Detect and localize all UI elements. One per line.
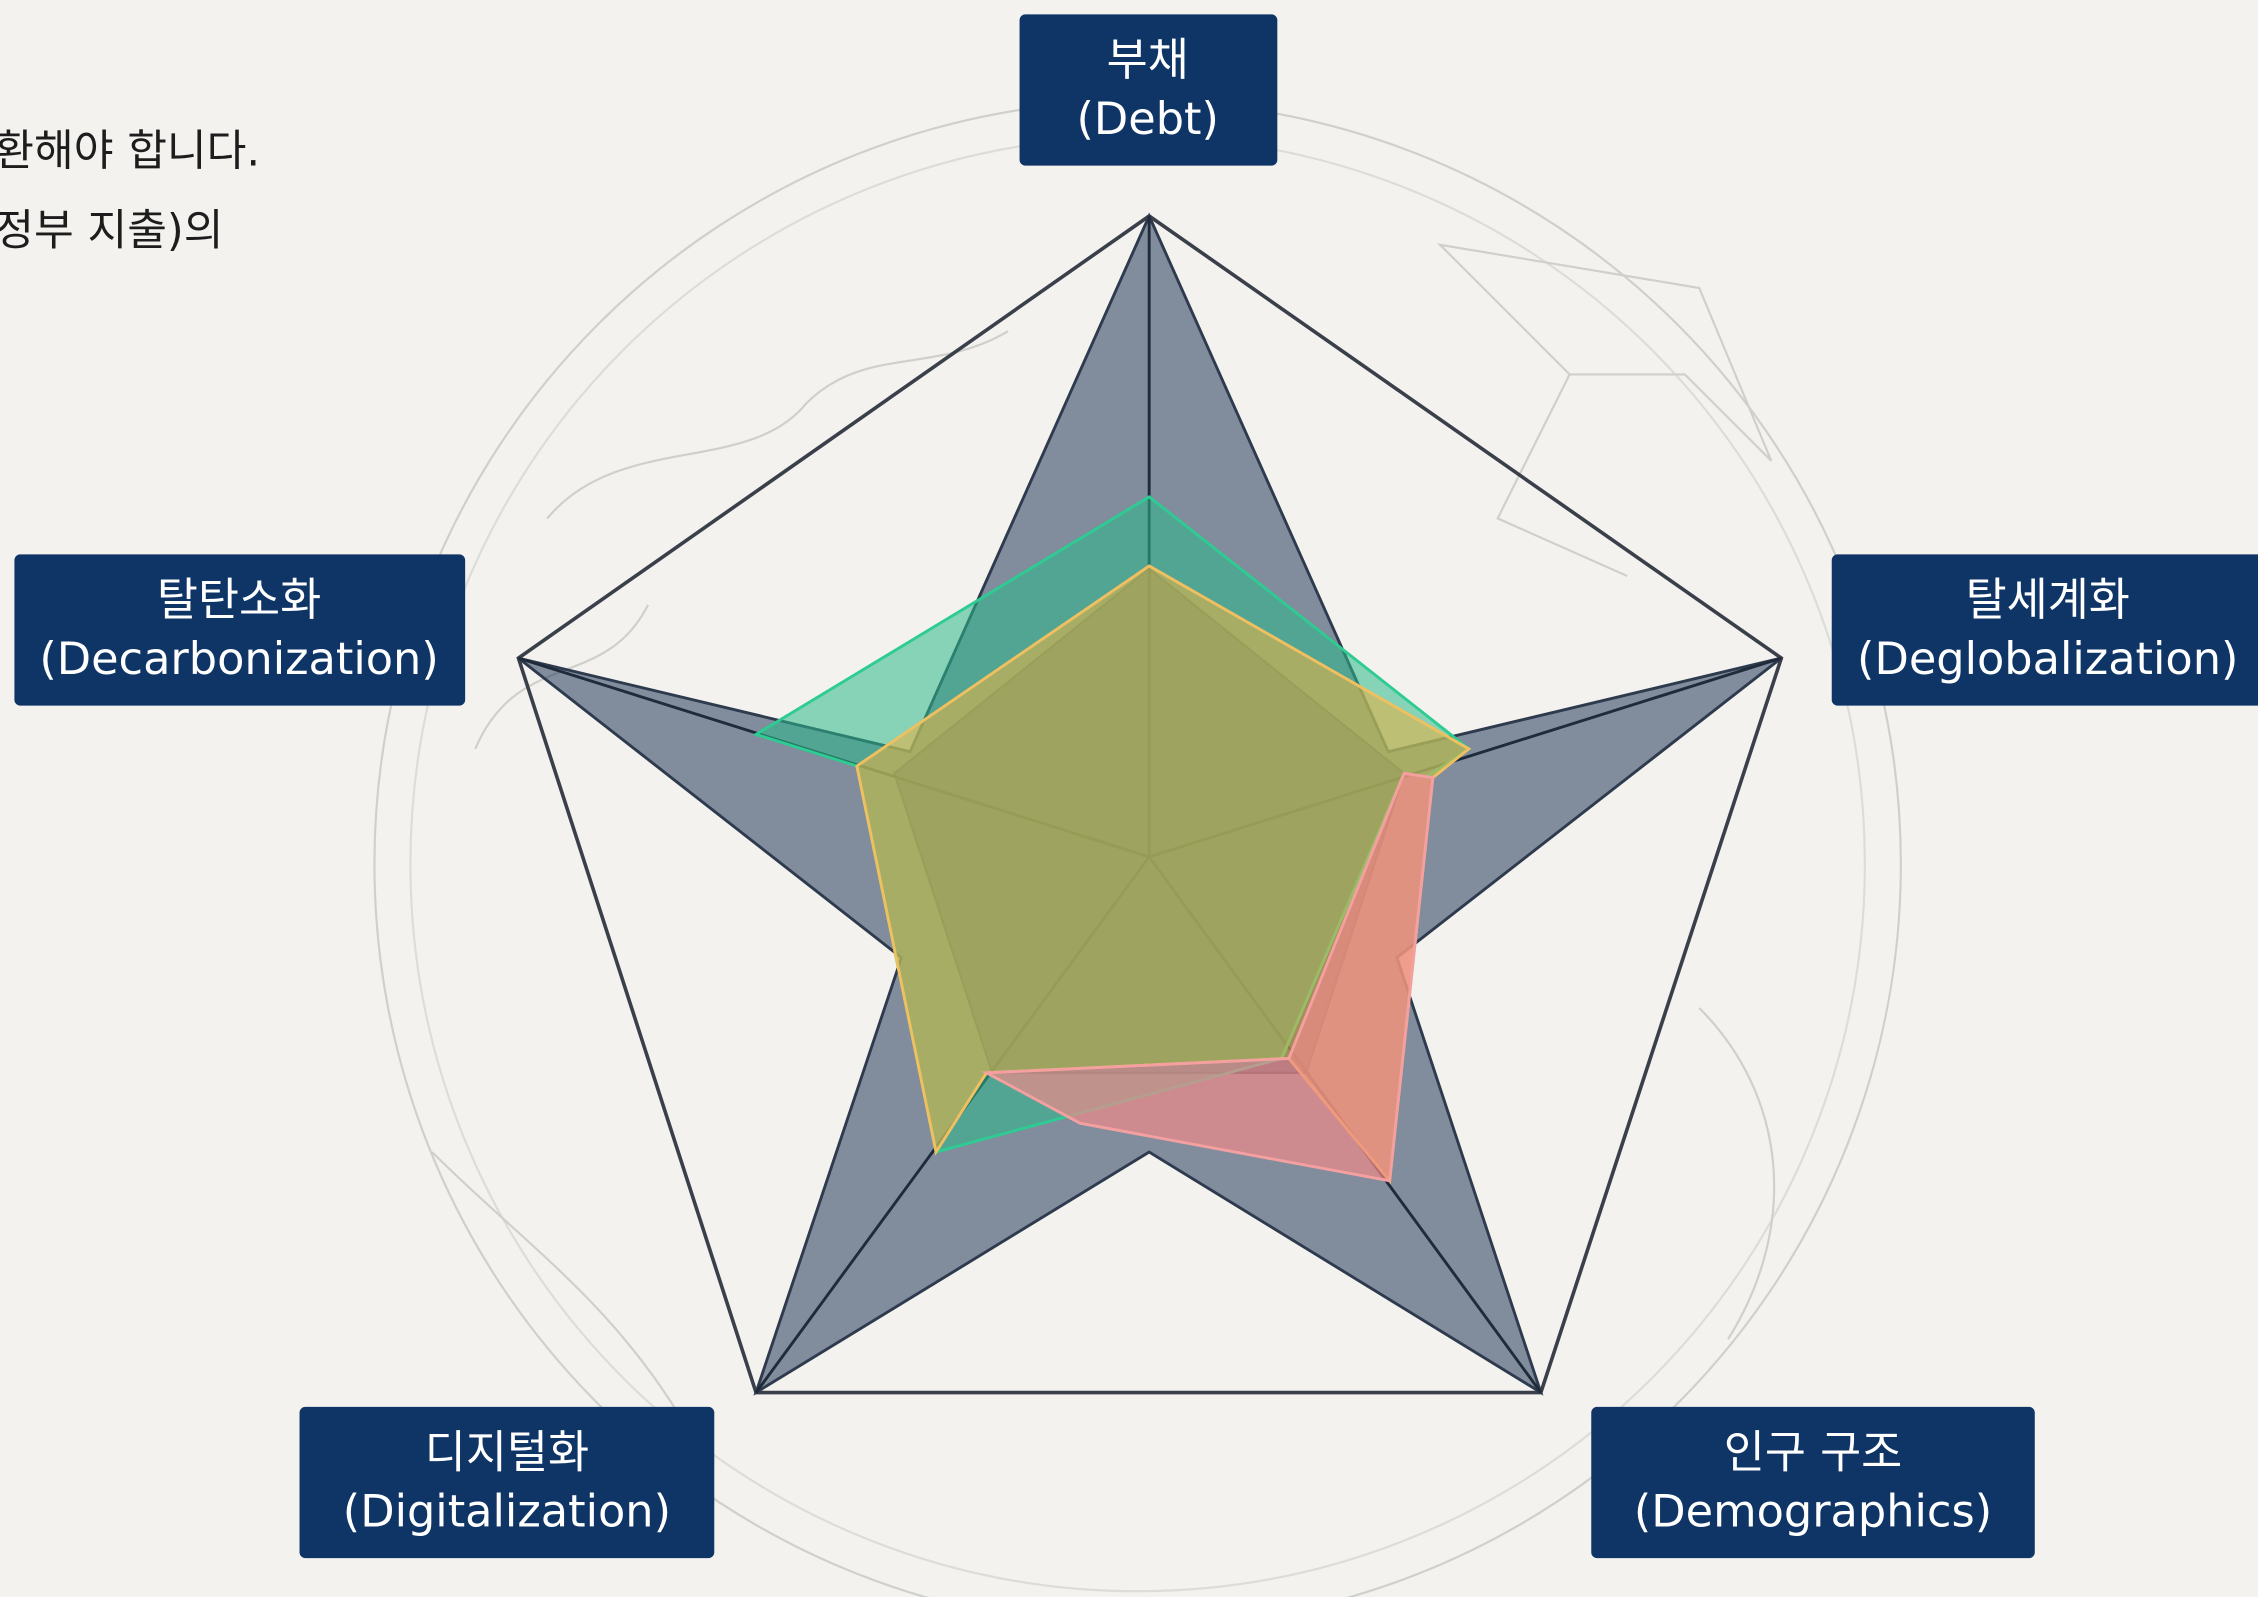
axis-label-sub: (Decarbonization)	[39, 633, 438, 685]
axis-label-sub: (Demographics)	[1634, 1485, 1992, 1537]
axis-label-sub: (Digitalization)	[343, 1485, 671, 1537]
intro-line: 정부 지출)의	[0, 206, 224, 256]
axis-label-sub: (Debt)	[1076, 93, 1218, 145]
axis-label-title: 부채	[1107, 34, 1189, 86]
axis-label: 부채 (Debt)	[1019, 14, 1278, 166]
axis-label-title: 탈세계화	[1966, 574, 2130, 626]
axis-label: 탈세계화 (Deglobalization)	[1831, 554, 2258, 706]
radar	[516, 212, 1784, 1396]
axis-label: 인구 구조 (Demographics)	[1591, 1406, 2035, 1559]
outer-pentagon	[516, 213, 1784, 1395]
pink-area	[981, 771, 1435, 1183]
axis-label: 디지털화 (Digitalization)	[299, 1406, 715, 1559]
axis-label-title: 인구 구조	[1724, 1426, 1902, 1478]
axis-label-sub: (Deglobalization)	[1857, 633, 2238, 685]
intro-line: 환해야 합니다.	[0, 127, 260, 177]
axis-label-title: 디지털화	[425, 1426, 589, 1478]
axis-label: 탈탄소화 (Decarbonization)	[14, 554, 466, 706]
axis-label-title: 탈탄소화	[157, 574, 321, 626]
